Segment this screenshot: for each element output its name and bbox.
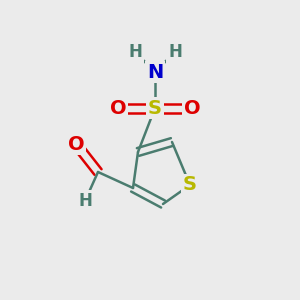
Text: O: O: [184, 98, 200, 118]
Text: O: O: [110, 98, 126, 118]
Text: H: H: [78, 192, 92, 210]
Text: H: H: [168, 43, 182, 61]
Text: O: O: [68, 134, 84, 154]
Text: S: S: [183, 176, 197, 194]
Text: N: N: [147, 62, 163, 82]
Text: H: H: [128, 43, 142, 61]
Text: S: S: [148, 98, 162, 118]
